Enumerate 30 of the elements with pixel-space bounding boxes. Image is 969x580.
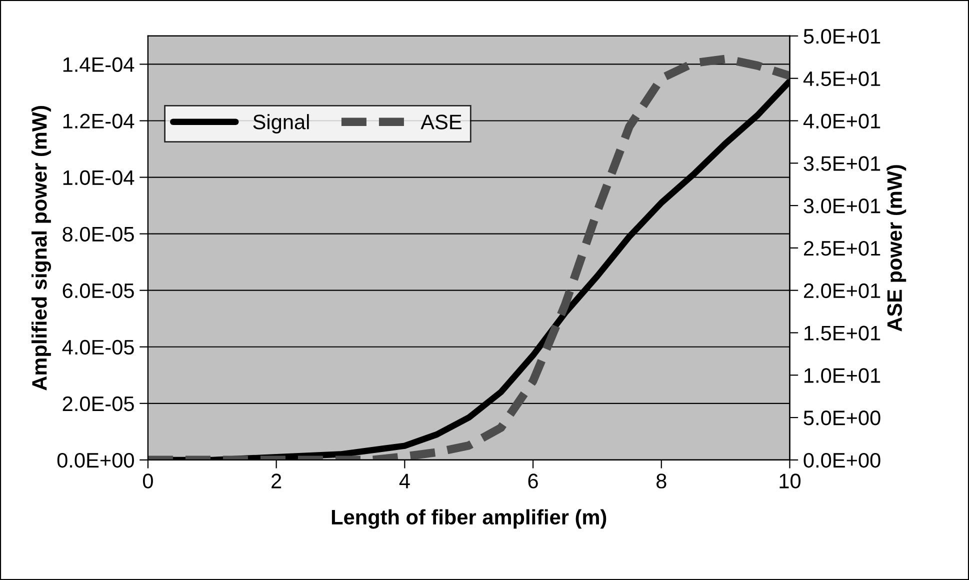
y-axis-title: Amplified signal power (mW) [32,106,52,390]
y2-tick-label: 5.0E+01 [804,28,880,44]
x-axis-title: Length of fiber amplifier (m) [332,509,606,529]
y2-tick-label: 3.5E+01 [804,156,880,171]
x-tick-label: 2 [272,474,282,488]
x-tick-label: 8 [656,474,666,488]
y2-tick-label: 4.0E+01 [803,114,880,129]
y2-tick-label: 2.0E+01 [804,283,880,298]
y-tick-label: 1.0E-04 [63,170,134,186]
y2-axis-title: ASE power (mW) [886,165,906,332]
y2-tick-label: 4.5E+01 [803,71,880,86]
legend-label: ASE [420,114,462,130]
y-tick-label: 4.0E-05 [62,340,134,355]
y2-tick-label: 0.0E+00 [804,452,880,468]
y-tick-label: 8.0E-05 [62,226,134,242]
y2-tick-label: 1.0E+01 [804,368,880,383]
y2-tick-label: 3.0E+01 [804,198,880,214]
y-tick-label: 6.0E-05 [62,283,134,298]
legend-label: Signal [253,114,309,134]
y2-tick-label: 5.0E+00 [804,410,880,426]
y-tick-label: 1.4E-04 [63,57,134,72]
y-tick-label: 0.0E+00 [57,452,134,468]
x-tick-label: 6 [528,474,538,488]
y2-tick-label: 2.5E+01 [804,240,880,256]
y-tick-label: 2.0E-05 [62,396,134,412]
y-tick-label: 1.2E-04 [63,114,134,129]
x-tick-label: 10 [780,474,801,488]
x-tick-label: 0 [142,474,153,488]
x-tick-label: 4 [399,474,410,488]
y2-tick-label: 1.5E+01 [804,326,880,340]
